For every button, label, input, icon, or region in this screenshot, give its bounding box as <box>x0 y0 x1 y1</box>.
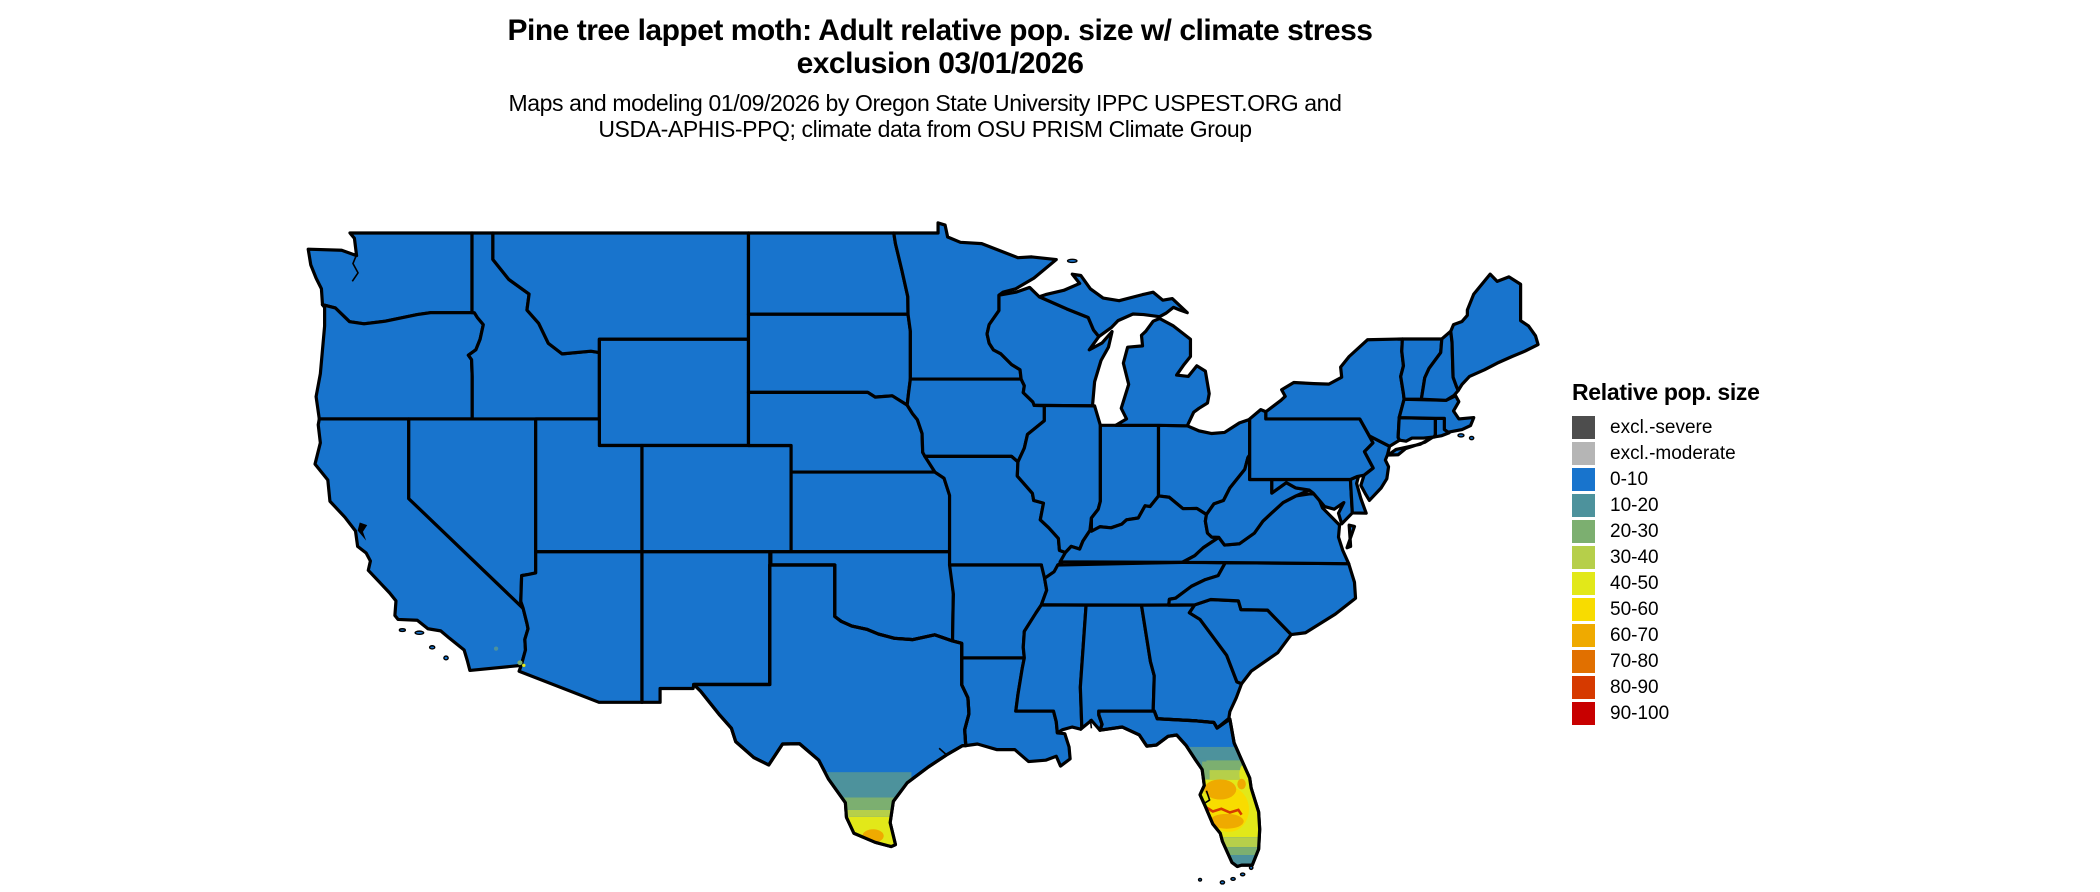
legend-item: excl.-moderate <box>1572 442 1760 465</box>
san-francisco-bay-icon <box>357 522 368 541</box>
legend-title: Relative pop. size <box>1572 379 1760 405</box>
legend-item: 70-80 <box>1572 650 1760 673</box>
legend-label: 70-80 <box>1610 650 1659 672</box>
legend-label: 80-90 <box>1610 676 1659 698</box>
legend-label: 0-10 <box>1610 468 1649 490</box>
legend-item: 10-20 <box>1572 494 1760 517</box>
legend-swatch <box>1572 572 1595 595</box>
map-subtitle-line1: Maps and modeling 01/09/2026 by Oregon S… <box>508 90 1342 116</box>
puget-sound-icon <box>352 255 358 282</box>
state-shapes <box>308 223 1538 867</box>
new-jersey-shape <box>1361 436 1390 501</box>
map-subtitle-line2: USDA-APHIS-PPQ; climate data from OSU PR… <box>598 116 1252 142</box>
legend-swatch <box>1572 468 1595 491</box>
maryland-shape <box>1272 479 1353 523</box>
legend-label: 30-40 <box>1610 546 1659 568</box>
legend-item: 40-50 <box>1572 572 1760 595</box>
legend-item: 60-70 <box>1572 624 1760 647</box>
nantucket-icon <box>1469 436 1473 439</box>
islands <box>399 259 1473 884</box>
virginia-eastern-shore-shape <box>1347 525 1354 548</box>
channel-island-icon <box>444 656 448 660</box>
legend-swatch <box>1572 676 1595 699</box>
legend-item: 30-40 <box>1572 546 1760 569</box>
florida-keys-icon <box>1199 878 1202 881</box>
legend-item: 20-30 <box>1572 520 1760 543</box>
legend-label: 40-50 <box>1610 572 1659 594</box>
galveston-bay-icon <box>939 748 946 755</box>
legend-swatch <box>1572 650 1595 673</box>
isle-royale-icon <box>1068 259 1077 262</box>
legend-label: 90-100 <box>1610 702 1670 724</box>
long-island-shape <box>1388 438 1432 456</box>
legend-swatch <box>1572 702 1595 725</box>
channel-island-icon <box>399 629 405 632</box>
connecticut-shape <box>1398 418 1435 442</box>
massachusetts-shape <box>1399 396 1474 432</box>
legend: Relative pop. size excl.-severe excl.-mo… <box>1572 379 1760 728</box>
legend-swatch <box>1572 442 1595 465</box>
map-title-line2: exclusion 03/01/2026 <box>796 47 1084 80</box>
wyoming-shape <box>599 339 748 445</box>
map-title-line1: Pine tree lappet moth: Adult relative po… <box>507 14 1373 47</box>
legend-label: 10-20 <box>1610 494 1659 516</box>
florida-80-90-contour <box>1204 806 1241 814</box>
oregon-shape <box>316 305 483 419</box>
florida-keys-icon <box>1231 878 1235 881</box>
legend-item: excl.-severe <box>1572 416 1760 439</box>
maine-shape <box>1451 274 1538 390</box>
colorado-shape <box>642 445 791 551</box>
legend-swatch <box>1572 416 1595 439</box>
bays-and-sounds <box>352 255 1209 803</box>
legend-item: 80-90 <box>1572 676 1760 699</box>
legend-swatch <box>1572 624 1595 647</box>
tampa-bay-icon <box>1205 791 1209 803</box>
michigan-upper-shape <box>1039 274 1187 336</box>
florida-keys-icon <box>1241 873 1245 876</box>
legend-item: 90-100 <box>1572 702 1760 725</box>
mobile-bay-icon <box>1090 719 1091 728</box>
channel-island-icon <box>415 631 424 634</box>
florida-keys-icon <box>1249 866 1252 869</box>
kansas-shape <box>791 472 950 552</box>
marthas-vineyard-icon <box>1458 434 1464 437</box>
legend-item: 50-60 <box>1572 598 1760 621</box>
legend-label: 50-60 <box>1610 598 1659 620</box>
southwest-heat-specks <box>493 646 526 667</box>
michigan-lower-shape <box>1116 319 1209 426</box>
florida-keys-icon <box>1220 881 1224 884</box>
channel-island-icon <box>430 646 435 649</box>
map-subtitle: Maps and modeling 01/09/2026 by Oregon S… <box>0 90 1850 142</box>
legend-label: excl.-moderate <box>1610 442 1736 464</box>
legend-swatch <box>1572 520 1595 543</box>
legend-label: 20-30 <box>1610 520 1659 542</box>
legend-item: 0-10 <box>1572 468 1760 491</box>
arizona-shape <box>519 552 642 703</box>
legend-label: 60-70 <box>1610 624 1659 646</box>
map-title: Pine tree lappet moth: Adult relative po… <box>0 14 1880 80</box>
north-dakota-shape <box>748 233 908 314</box>
legend-swatch <box>1572 546 1595 569</box>
florida-heat-bands <box>1180 746 1260 866</box>
new-mexico-shape <box>642 552 770 703</box>
legend-label: excl.-severe <box>1610 416 1713 438</box>
north-carolina-shape <box>1169 562 1356 635</box>
legend-swatch <box>1572 494 1595 517</box>
legend-swatch <box>1572 598 1595 621</box>
